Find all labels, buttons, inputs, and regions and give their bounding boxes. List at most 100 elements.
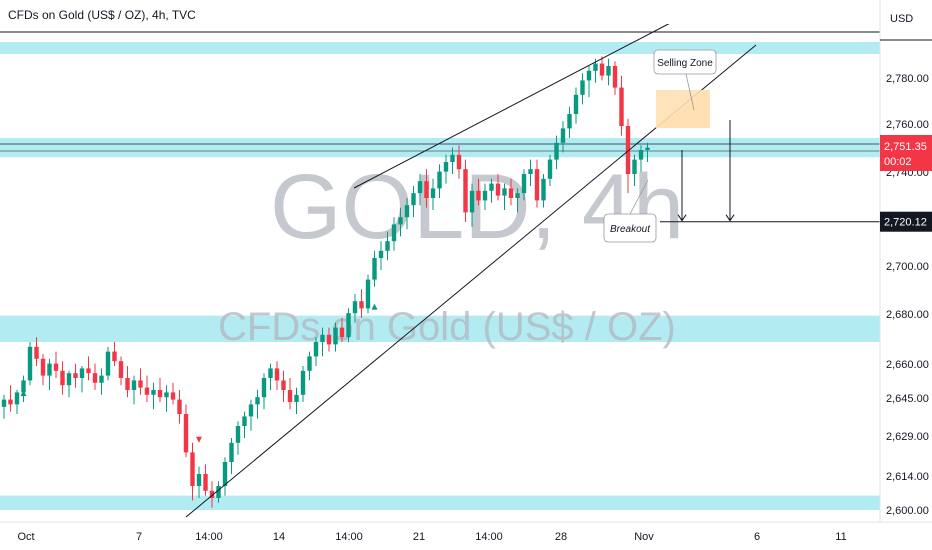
candle[interactable] (34, 337, 39, 366)
candle[interactable] (469, 183, 475, 227)
candle[interactable] (404, 198, 410, 230)
candle-body[interactable] (573, 94, 579, 114)
candle-body[interactable] (502, 188, 507, 196)
candle-body[interactable] (593, 63, 598, 71)
candle[interactable] (417, 174, 423, 206)
candle-body[interactable] (443, 162, 449, 172)
candle-body[interactable] (274, 368, 280, 381)
candle[interactable] (216, 481, 221, 503)
candle[interactable] (255, 390, 260, 419)
candle-body[interactable] (339, 327, 345, 338)
candle-body[interactable] (599, 63, 605, 76)
candle-body[interactable] (515, 193, 520, 198)
candle[interactable] (482, 183, 488, 210)
candle-body[interactable] (645, 147, 650, 150)
candle[interactable] (346, 308, 351, 342)
candle[interactable] (151, 382, 156, 410)
candle-body[interactable] (157, 390, 163, 398)
candle[interactable] (21, 375, 26, 402)
candle-body[interactable] (1, 399, 7, 407)
candle[interactable] (599, 56, 605, 81)
candle[interactable] (372, 250, 377, 287)
candle[interactable] (248, 399, 254, 431)
candle[interactable] (632, 154, 637, 186)
candle-body[interactable] (398, 217, 403, 225)
candle-body[interactable] (638, 150, 644, 160)
candle-body[interactable] (463, 169, 468, 213)
candle-body[interactable] (619, 87, 624, 126)
candle[interactable] (92, 363, 98, 390)
candle-body[interactable] (521, 174, 527, 194)
price-axis[interactable]: USD 2,780.002,760.002,740.002,700.002,68… (879, 0, 932, 522)
candle-body[interactable] (541, 178, 546, 201)
candle-body[interactable] (333, 327, 338, 345)
candle[interactable] (196, 466, 202, 498)
candle-body[interactable] (40, 358, 46, 376)
candle-body[interactable] (242, 416, 247, 426)
candle-body[interactable] (320, 334, 325, 342)
candle-body[interactable] (437, 171, 442, 189)
candle[interactable] (456, 145, 462, 179)
candle[interactable] (391, 217, 397, 251)
candle-body[interactable] (385, 241, 390, 251)
candle[interactable] (268, 363, 273, 390)
candle[interactable] (8, 385, 13, 412)
candle-body[interactable] (164, 392, 169, 398)
candle[interactable] (313, 337, 319, 366)
candle-body[interactable] (391, 224, 397, 242)
candle-body[interactable] (209, 490, 215, 498)
candle[interactable] (183, 404, 189, 458)
candle[interactable] (242, 411, 247, 438)
candle-body[interactable] (34, 346, 39, 359)
candle-body[interactable] (450, 154, 455, 162)
candle[interactable] (560, 121, 566, 153)
candle[interactable] (385, 231, 390, 261)
candle[interactable] (521, 169, 527, 201)
candle-body[interactable] (170, 392, 176, 400)
candle[interactable] (450, 147, 455, 174)
candle-body[interactable] (60, 370, 65, 386)
candle-body[interactable] (580, 80, 585, 95)
candle-body[interactable] (268, 368, 273, 378)
candle-body[interactable] (118, 361, 124, 378)
candle[interactable] (489, 178, 494, 203)
candle-body[interactable] (528, 169, 533, 174)
candle-body[interactable] (99, 375, 104, 383)
candle-body[interactable] (53, 363, 59, 371)
candle-body[interactable] (255, 397, 260, 405)
candle-body[interactable] (495, 183, 501, 196)
candle-body[interactable] (424, 181, 429, 198)
candle-body[interactable] (177, 399, 182, 414)
candle-body[interactable] (359, 301, 364, 309)
candle-body[interactable] (378, 250, 384, 258)
candle-body[interactable] (229, 442, 234, 462)
candle[interactable] (606, 58, 611, 86)
candle-body[interactable] (482, 190, 488, 201)
candlestick-series[interactable] (1, 56, 650, 508)
candle-body[interactable] (203, 474, 208, 491)
candle-body[interactable] (469, 190, 475, 213)
candle-body[interactable] (66, 373, 72, 386)
candle-body[interactable] (346, 313, 351, 338)
candle-body[interactable] (190, 452, 195, 486)
candle[interactable] (157, 378, 163, 402)
candle[interactable] (118, 356, 124, 386)
currency-label[interactable]: USD (890, 13, 913, 25)
candle[interactable] (515, 188, 520, 213)
candle[interactable] (274, 361, 280, 390)
candle[interactable] (326, 327, 332, 352)
candle[interactable] (53, 351, 59, 378)
candle[interactable] (125, 366, 130, 398)
candle-body[interactable] (625, 126, 631, 174)
candle-body[interactable] (8, 399, 13, 405)
candle-body[interactable] (313, 342, 319, 357)
candle[interactable] (541, 174, 546, 208)
candle[interactable] (625, 118, 631, 194)
candle[interactable] (144, 375, 150, 402)
candle[interactable] (86, 356, 91, 381)
candle[interactable] (437, 164, 442, 198)
candle-body[interactable] (560, 128, 566, 143)
candle-body[interactable] (79, 368, 85, 378)
candle[interactable] (580, 73, 585, 105)
